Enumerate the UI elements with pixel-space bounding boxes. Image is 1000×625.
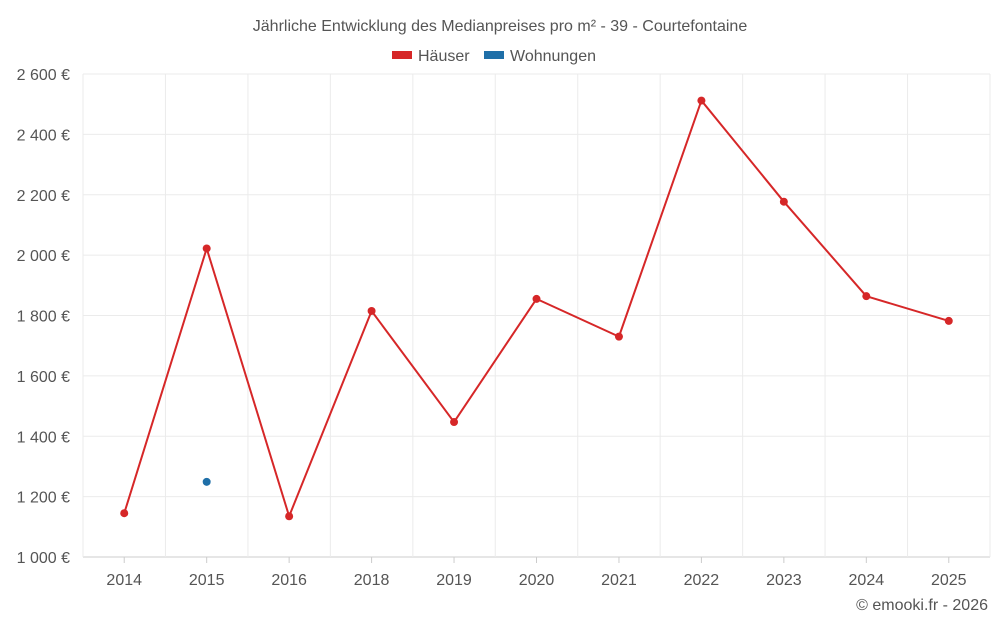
x-tick-label: 2020 bbox=[519, 572, 555, 589]
y-tick-label: 2 600 € bbox=[17, 67, 70, 84]
y-tick-label: 1 400 € bbox=[17, 429, 70, 446]
legend-label-wohnungen: Wohnungen bbox=[510, 48, 596, 65]
x-tick-label: 2016 bbox=[271, 572, 307, 589]
legend-label-haeuser: Häuser bbox=[418, 48, 470, 65]
y-tick-label: 1 200 € bbox=[17, 490, 70, 507]
data-point-haeuser[interactable] bbox=[202, 244, 211, 253]
legend-swatch-haeuser bbox=[392, 51, 412, 59]
chart-title: Jährliche Entwicklung des Medianpreises … bbox=[253, 18, 748, 35]
legend: Häuser Wohnungen bbox=[392, 48, 596, 65]
data-point-haeuser[interactable] bbox=[862, 292, 871, 301]
x-tick-label: 2019 bbox=[436, 572, 472, 589]
y-tick-label: 2 200 € bbox=[17, 188, 70, 205]
y-tick-label: 1 600 € bbox=[17, 369, 70, 386]
data-point-haeuser[interactable] bbox=[614, 332, 623, 341]
legend-item-wohnungen[interactable]: Wohnungen bbox=[484, 48, 596, 65]
x-tick-label: 2025 bbox=[931, 572, 967, 589]
x-tick-label: 2023 bbox=[766, 572, 802, 589]
data-point-haeuser[interactable] bbox=[779, 197, 788, 206]
grid bbox=[82, 73, 991, 558]
credit-text: © emooki.fr - 2026 bbox=[856, 597, 988, 614]
data-point-haeuser[interactable] bbox=[944, 316, 953, 325]
legend-swatch-wohnungen bbox=[484, 51, 504, 59]
y-tick-label: 1 800 € bbox=[17, 309, 70, 326]
y-axis: 1 000 € 1 200 € 1 400 € 1 600 € 1 800 € 2 000… bbox=[17, 67, 70, 567]
series bbox=[120, 96, 953, 521]
x-tick-label: 2018 bbox=[354, 572, 390, 589]
x-tick-label: 2021 bbox=[601, 572, 637, 589]
x-tick-label: 2022 bbox=[684, 572, 720, 589]
x-tick-label: 2015 bbox=[189, 572, 225, 589]
x-tick-label: 2014 bbox=[106, 572, 142, 589]
x-tick-label: 2024 bbox=[849, 572, 885, 589]
data-point-haeuser[interactable] bbox=[532, 294, 541, 303]
y-tick-label: 2 400 € bbox=[17, 127, 70, 144]
data-point-haeuser[interactable] bbox=[285, 512, 294, 521]
data-point-haeuser[interactable] bbox=[120, 509, 129, 518]
y-tick-label: 2 000 € bbox=[17, 248, 70, 265]
y-tick-label: 1 000 € bbox=[17, 550, 70, 567]
legend-item-haeuser[interactable]: Häuser bbox=[392, 48, 470, 65]
data-point-wohnungen[interactable] bbox=[202, 477, 211, 486]
x-axis: 2014 2015 2016 2018 2019 2020 2021 2022 2023 2024… bbox=[106, 557, 967, 589]
data-point-haeuser[interactable] bbox=[450, 418, 459, 427]
data-point-haeuser[interactable] bbox=[697, 96, 706, 105]
data-point-haeuser[interactable] bbox=[367, 306, 376, 315]
